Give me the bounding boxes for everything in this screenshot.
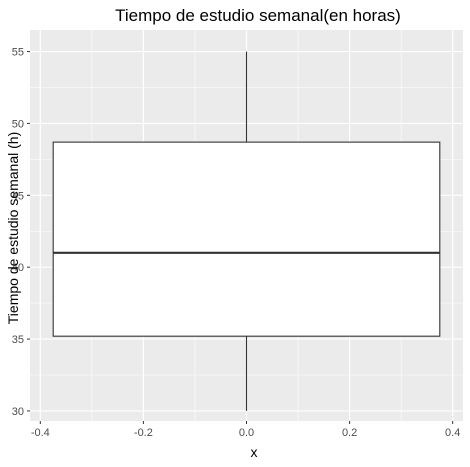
y-axis-title: Tiempo de estudio semanal (h)	[5, 132, 21, 324]
chart-title: Tiempo de estudio semanal(en horas)	[115, 6, 401, 25]
x-axis: -0.4 -0.2 0.0 0.2 0.4	[31, 421, 460, 439]
x-tick-label: 0.4	[445, 427, 460, 439]
y-tick-label: 30	[12, 406, 24, 418]
x-tick-label: 0.2	[342, 427, 357, 439]
y-axis: 30 35 40 45 50 55	[12, 47, 30, 418]
y-tick-label: 50	[12, 118, 24, 130]
y-tick-label: 55	[12, 47, 24, 59]
y-tick-label: 40	[12, 262, 24, 274]
x-axis-title: x	[251, 444, 258, 460]
interquartile-box	[52, 141, 441, 337]
x-tick-label: -0.2	[134, 427, 153, 439]
y-tick-label: 35	[12, 334, 24, 346]
y-tick-label: 45	[12, 190, 24, 202]
x-tick-label: 0.0	[239, 427, 254, 439]
x-tick-label: -0.4	[31, 427, 50, 439]
boxplot	[52, 51, 441, 411]
